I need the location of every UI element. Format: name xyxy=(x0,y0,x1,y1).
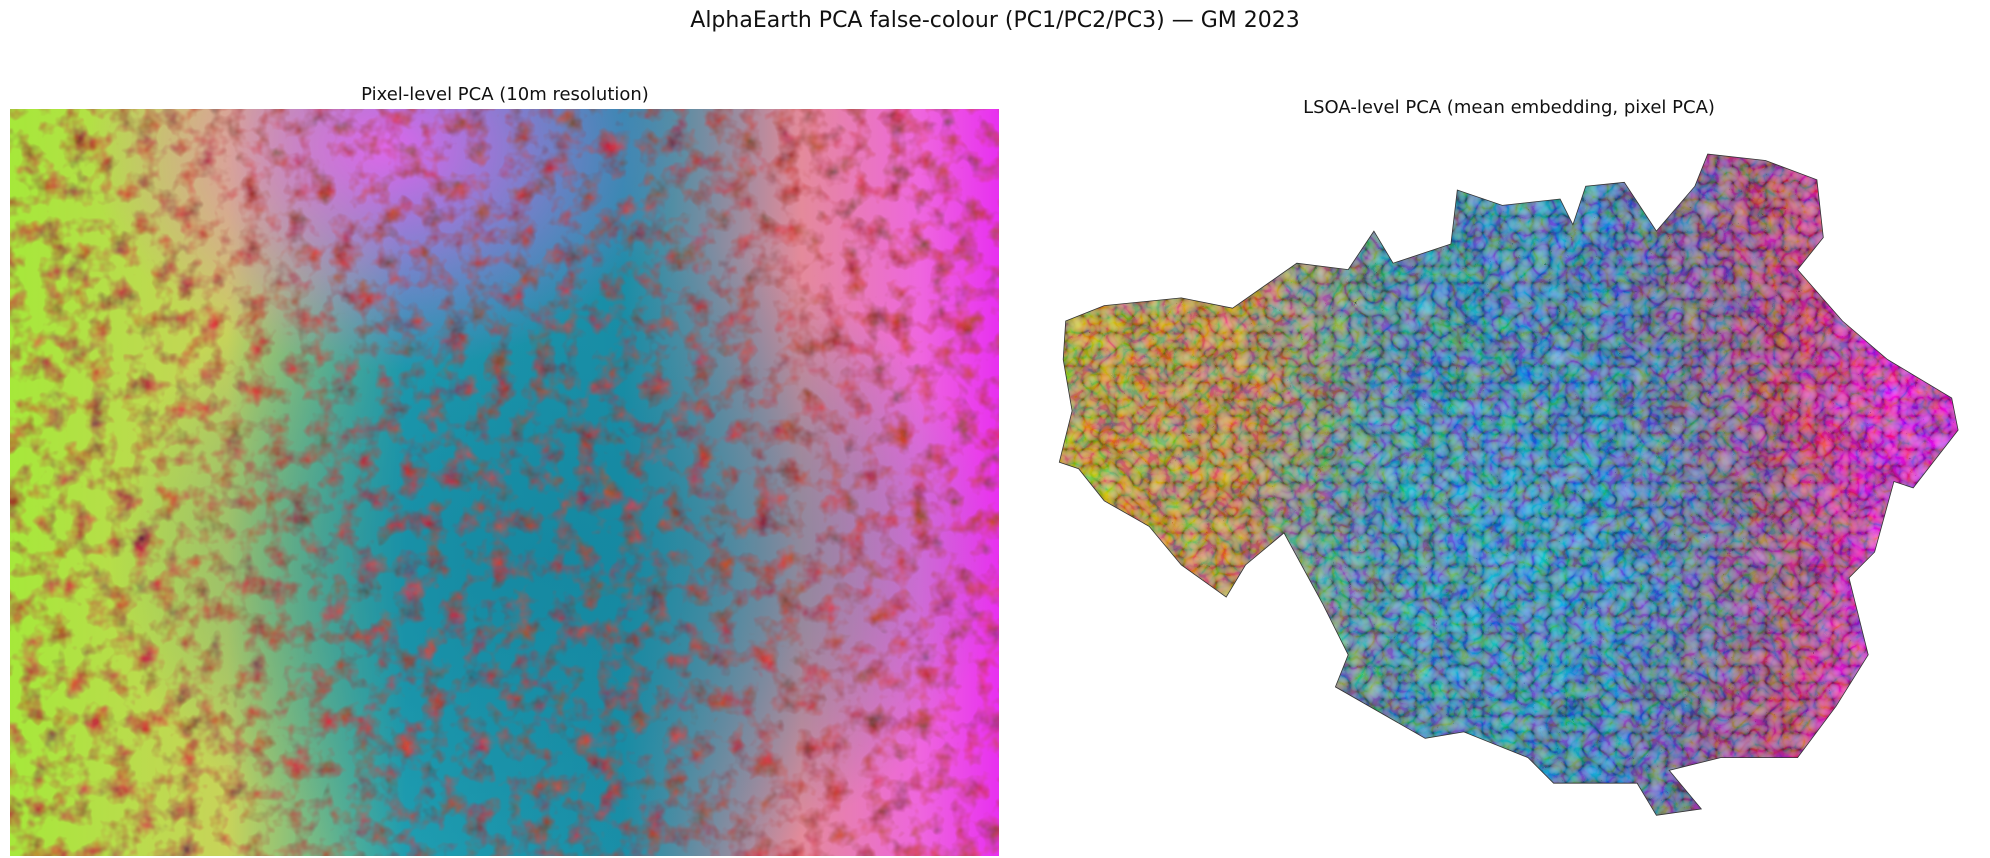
figure-title: AlphaEarth PCA false-colour (PC1/PC2/PC3… xyxy=(690,8,1299,33)
pixel-pca-image xyxy=(10,109,999,856)
map-outline xyxy=(1058,153,1959,816)
panel-title: Pixel-level PCA (10m resolution) xyxy=(361,84,649,105)
panel-title: LSOA-level PCA (mean embedding, pixel PC… xyxy=(1303,97,1715,118)
lsoa-pca-map xyxy=(1059,154,1959,816)
